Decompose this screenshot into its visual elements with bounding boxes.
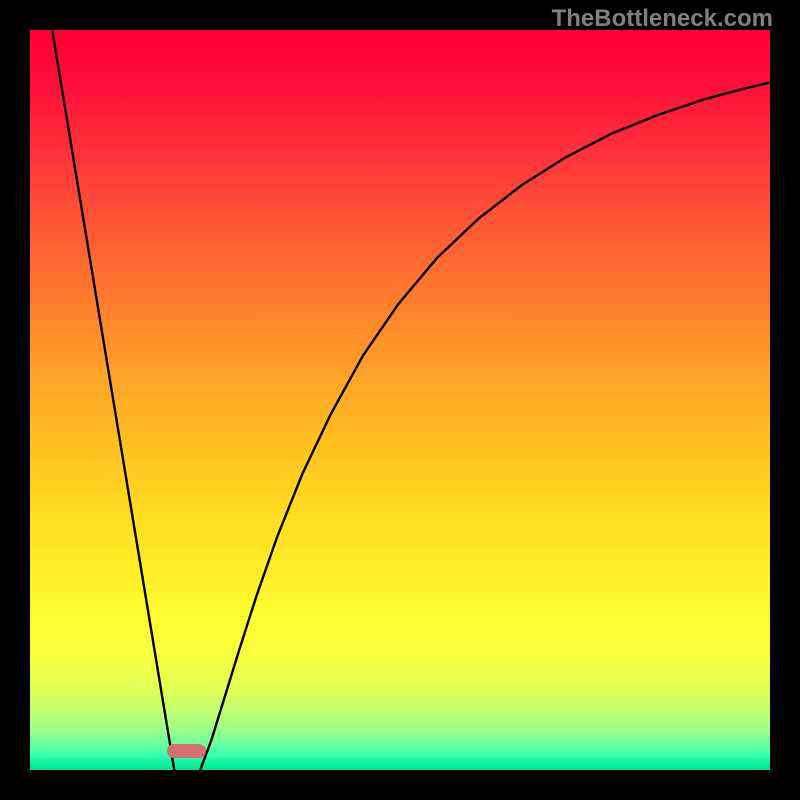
- plot-area: [30, 30, 770, 770]
- curve-path: [52, 30, 770, 770]
- minimum-marker: [167, 744, 206, 758]
- bottleneck-curve: [30, 30, 770, 770]
- watermark-text: TheBottleneck.com: [552, 5, 773, 33]
- chart-container: TheBottleneck.com: [0, 0, 800, 800]
